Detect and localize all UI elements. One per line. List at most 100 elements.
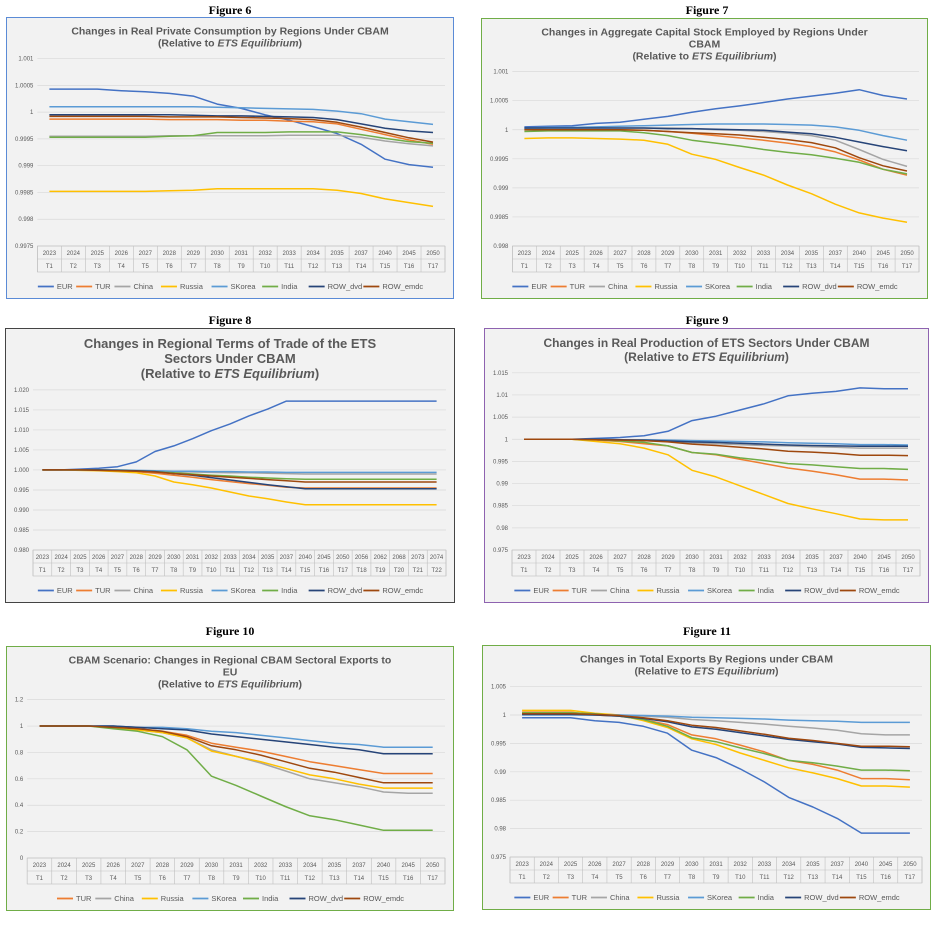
- chart-svg-0: Changes in Real Private Consumption by R…: [15, 26, 446, 291]
- x-tick-period: T12: [305, 876, 316, 882]
- chart-svg-2: Changes in Regional Terms of Trade of th…: [14, 336, 447, 595]
- chart-title-line: (Relative to ETS Equilibrium): [634, 666, 778, 678]
- x-tick-year: 2033: [279, 863, 293, 869]
- x-tick-year: 2035: [328, 863, 342, 869]
- chart-title-text: ): [785, 350, 789, 364]
- legend-label: India: [758, 893, 775, 902]
- x-tick-year: 2073: [411, 555, 425, 561]
- x-tick-year: 2025: [564, 862, 578, 868]
- legend-label: TUR: [95, 586, 111, 595]
- y-tick-label: 0.9985: [490, 215, 509, 221]
- x-tick-period: T9: [712, 875, 720, 881]
- figure-11-label: Figure 11: [682, 624, 732, 638]
- series-line-russia: [522, 709, 910, 788]
- series-line-india: [522, 711, 910, 772]
- figure-9-chart: Changes in Real Production of ETS Sector…: [484, 328, 929, 603]
- x-tick-period: T2: [545, 264, 553, 270]
- x-tick-year: 2029: [661, 251, 675, 257]
- x-tick-year: 2026: [588, 862, 602, 868]
- x-tick-year: 2023: [515, 862, 529, 868]
- x-tick-year: 2033: [757, 555, 771, 561]
- x-tick-year: 2031: [709, 862, 723, 868]
- y-tick-label: 0.998: [493, 244, 509, 250]
- chart-svg-4: CBAM Scenario: Changes in Regional CBAM …: [15, 655, 446, 903]
- series-line-row-emdc: [49, 115, 434, 143]
- x-tick-year: 2031: [229, 863, 243, 869]
- x-tick-year: 2029: [148, 555, 162, 561]
- chart-title-text: CBAM: [689, 39, 721, 51]
- x-tick-period: T11: [759, 264, 770, 270]
- series-line-eur: [42, 400, 437, 471]
- legend-label: EUR: [533, 893, 549, 902]
- x-tick-year: 2050: [900, 251, 914, 257]
- x-tick-period: T11: [284, 264, 295, 270]
- x-tick-year: 2026: [589, 251, 603, 257]
- y-tick-label: 1.005: [493, 415, 509, 421]
- series-line-eur: [524, 88, 908, 128]
- x-tick-period: T13: [262, 568, 273, 574]
- x-tick-year: 2031: [235, 251, 249, 257]
- series-line-skorea: [524, 123, 908, 141]
- x-tick-period: T1: [46, 264, 54, 270]
- x-tick-period: T6: [640, 568, 648, 574]
- x-tick-year: 2028: [130, 555, 144, 561]
- figure-7-label: Figure 7: [685, 3, 729, 17]
- chart-title-text: (Relative to: [634, 666, 694, 678]
- x-tick-year: 2030: [205, 863, 219, 869]
- chart-title-text: CBAM Scenario: Changes in Regional CBAM …: [69, 655, 392, 667]
- chart-title-text: ): [299, 38, 303, 50]
- chart-title-line: Changes in Regional Terms of Trade of th…: [84, 336, 377, 351]
- series-line-india: [524, 130, 908, 175]
- chart-title-text: ETS Equilibrium: [214, 366, 315, 381]
- y-tick-label: 0.99: [494, 770, 506, 776]
- x-tick-period: T9: [712, 568, 720, 574]
- x-tick-period: T17: [905, 875, 916, 881]
- x-tick-period: T2: [544, 568, 552, 574]
- x-tick-year: 2033: [282, 251, 296, 257]
- legend-label: ROW_dvd: [804, 586, 839, 595]
- x-tick-period: T2: [61, 876, 69, 882]
- series-line-india: [49, 131, 434, 144]
- series-line-eur: [524, 387, 908, 440]
- legend-label: ROW_dvd: [328, 586, 363, 595]
- figure-10-chart: CBAM Scenario: Changes in Regional CBAM …: [6, 646, 454, 911]
- x-tick-period: T17: [428, 876, 439, 882]
- x-tick-period: T11: [759, 568, 770, 574]
- x-tick-period: T3: [569, 264, 577, 270]
- legend-label: ROW_emdc: [363, 894, 404, 903]
- x-tick-year: 2034: [781, 251, 795, 257]
- x-tick-period: T12: [783, 568, 794, 574]
- legend-label: SKorea: [705, 282, 731, 291]
- x-tick-year: 2032: [734, 862, 748, 868]
- x-tick-year: 2033: [757, 251, 771, 257]
- x-tick-period: T12: [782, 264, 793, 270]
- legend-label: TUR: [95, 282, 111, 291]
- x-tick-period: T13: [329, 876, 340, 882]
- legend-label: SKorea: [707, 586, 733, 595]
- y-tick-label: 0.999: [493, 186, 509, 192]
- x-tick-year: 2035: [806, 862, 820, 868]
- legend-label: EUR: [57, 282, 73, 291]
- legend-label: Russia: [656, 893, 680, 902]
- chart-title-line: CBAM Scenario: Changes in Regional CBAM …: [69, 655, 392, 667]
- series-line-row-emdc: [524, 438, 909, 457]
- x-tick-period: T8: [688, 568, 696, 574]
- x-tick-period: T16: [878, 264, 889, 270]
- y-tick-label: 0.980: [14, 548, 30, 554]
- y-tick-label: 1.2: [15, 698, 24, 704]
- x-tick-year: 2034: [306, 251, 320, 257]
- x-tick-year: 2040: [378, 251, 392, 257]
- y-tick-label: 0: [20, 856, 24, 862]
- chart-title-text: ETS Equilibrium: [692, 350, 785, 364]
- x-tick-period: T5: [134, 876, 142, 882]
- chart-title-line: Changes in Real Production of ETS Sector…: [543, 336, 869, 350]
- x-tick-year: 2025: [566, 251, 580, 257]
- series-line-india: [39, 725, 433, 832]
- x-tick-year: 2031: [186, 555, 200, 561]
- x-tick-period: T10: [734, 264, 745, 270]
- series-line-row-emdc: [524, 129, 908, 172]
- x-tick-period: T16: [880, 875, 891, 881]
- x-tick-year: 2032: [733, 555, 747, 561]
- x-tick-period: T3: [567, 875, 575, 881]
- x-tick-year: 2068: [392, 555, 406, 561]
